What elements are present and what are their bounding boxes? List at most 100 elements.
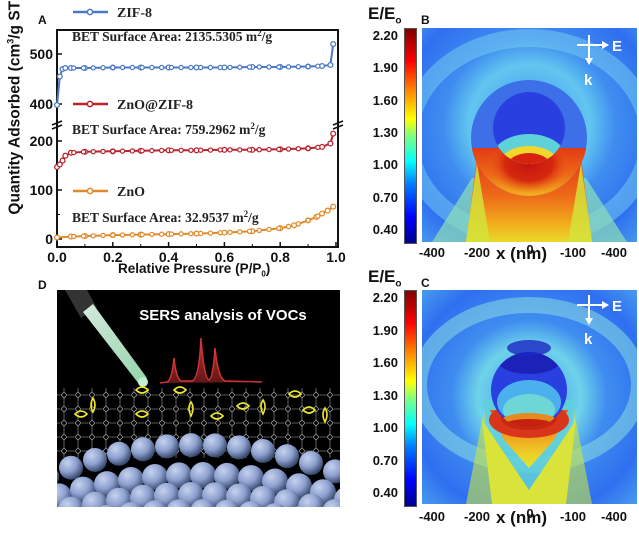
legend-marker xyxy=(86,100,94,108)
voc-molecules xyxy=(73,386,328,424)
data-point xyxy=(330,40,337,48)
panel-letter-b: B xyxy=(421,13,430,27)
data-point xyxy=(158,231,165,237)
data-point xyxy=(256,227,262,234)
e-k-axis-icon xyxy=(577,35,609,65)
data-point xyxy=(168,231,175,237)
data-point xyxy=(149,231,155,238)
nanoparticle-sphere xyxy=(166,462,192,489)
x-tick-label: 0 xyxy=(526,242,534,257)
data-point xyxy=(80,233,87,239)
legend-label: ZIF-8 xyxy=(117,6,152,21)
colorbar-tick-label: 0.70 xyxy=(372,452,398,468)
nanoparticle-sphere xyxy=(82,491,108,507)
x-tick-label: 1.0 xyxy=(326,249,346,265)
data-point xyxy=(178,147,184,154)
nanoparticle-sphere xyxy=(298,493,324,507)
k-vector-label: k xyxy=(584,72,593,89)
data-point xyxy=(71,149,77,156)
colorbar-tick-label: 1.90 xyxy=(372,322,398,338)
legend-marker xyxy=(86,8,94,16)
data-point xyxy=(324,207,331,214)
data-point xyxy=(305,145,311,152)
data-point xyxy=(119,64,126,71)
data-point xyxy=(227,64,233,71)
e-k-axis-icon xyxy=(577,295,609,325)
legend-label: ZnO@ZIF-8 xyxy=(117,98,193,113)
nanoparticle-sphere xyxy=(299,450,323,475)
panel-b-colorbar-title: E/Eo xyxy=(368,4,402,27)
data-point xyxy=(295,63,302,70)
data-point xyxy=(129,148,136,154)
data-point xyxy=(276,225,282,232)
y-tick-label: 0 xyxy=(45,231,53,247)
data-point xyxy=(237,229,243,235)
data-point xyxy=(119,232,126,238)
panel-b-field-map: E k xyxy=(422,28,637,242)
data-point xyxy=(266,64,272,70)
data-point xyxy=(227,229,233,236)
data-point xyxy=(149,64,155,71)
data-point xyxy=(207,230,214,236)
data-point xyxy=(237,64,243,70)
nanoparticle-sphere xyxy=(107,441,131,466)
laser-probe-icon xyxy=(65,290,148,387)
panel-b-colorbar xyxy=(404,28,417,244)
panel-d-title: SERS analysis of VOCs xyxy=(139,307,307,324)
colorbar-tick-label: 1.60 xyxy=(372,92,398,108)
data-point xyxy=(197,64,204,71)
x-tick-label: -400 xyxy=(600,245,628,260)
panel-b-xlabel: x (nm) xyxy=(496,244,547,263)
data-point xyxy=(139,231,145,238)
data-point xyxy=(237,147,243,153)
bet-surface-area-annotation: BET Surface Area: 759.2962 m2/g xyxy=(72,121,266,137)
data-point xyxy=(305,217,311,224)
data-point xyxy=(71,233,77,240)
data-point xyxy=(246,147,253,153)
data-point xyxy=(188,64,194,71)
nanoparticle-sphere xyxy=(240,500,262,507)
x-tick-label: -100 xyxy=(559,245,587,260)
data-point xyxy=(285,146,292,152)
nanoparticle-sphere xyxy=(227,435,251,460)
nanoparticle-sphere xyxy=(265,503,285,507)
x-tick-label: -400 xyxy=(600,509,628,524)
y-tick-label: 100 xyxy=(30,182,54,198)
data-point xyxy=(110,232,116,238)
data-point xyxy=(62,152,69,159)
colorbar-tick-label: 2.20 xyxy=(372,290,398,305)
colorbar-tick-label: 1.30 xyxy=(372,387,398,403)
bet-surface-area-annotation: BET Surface Area: 2135.5305 m2/g xyxy=(72,28,272,44)
data-point xyxy=(246,228,253,235)
x-tick-label: -200 xyxy=(463,245,491,260)
nanoparticle-sphere xyxy=(238,465,264,492)
data-point xyxy=(197,147,204,153)
data-point xyxy=(129,232,136,238)
nanoparticle-sphere xyxy=(99,504,115,507)
data-point xyxy=(318,210,326,217)
panel-c-colorbar-title: E/Eo xyxy=(368,267,402,290)
data-point xyxy=(217,230,223,236)
colorbar-tick-label: 0.40 xyxy=(372,222,398,237)
nanoparticle-sphere xyxy=(323,459,340,484)
x-tick-label: 0.8 xyxy=(270,249,290,265)
colorbar-tick-label: 1.30 xyxy=(372,125,398,140)
data-point xyxy=(188,231,194,237)
x-tick-label: 0.2 xyxy=(103,249,123,265)
nanoparticle-sphere xyxy=(58,496,84,507)
data-point xyxy=(295,145,302,152)
data-point xyxy=(53,101,61,109)
nanoparticle-sphere xyxy=(214,462,240,489)
data-point xyxy=(285,223,292,230)
data-point xyxy=(276,64,282,70)
data-point xyxy=(80,149,87,155)
colorbar-tick-label: 1.00 xyxy=(372,157,398,173)
data-point xyxy=(256,64,262,70)
data-point xyxy=(71,65,77,71)
data-point xyxy=(330,203,337,210)
y-tick-label: 200 xyxy=(30,133,54,149)
data-point xyxy=(90,233,96,239)
data-point xyxy=(100,232,106,239)
data-point xyxy=(266,226,272,233)
